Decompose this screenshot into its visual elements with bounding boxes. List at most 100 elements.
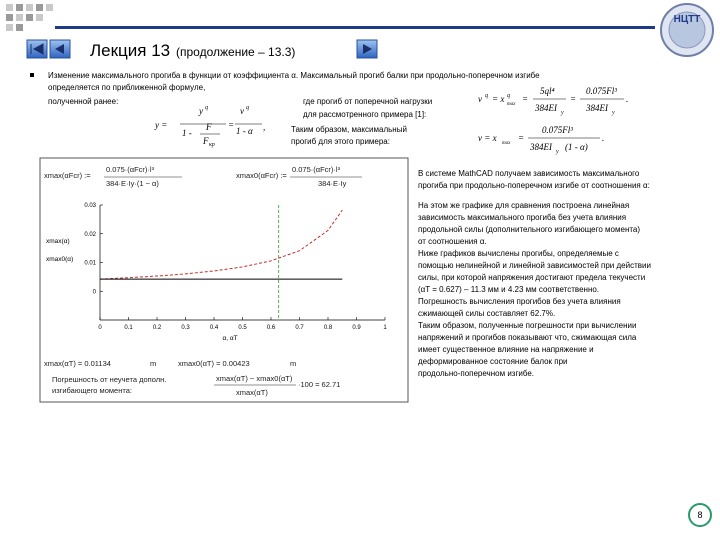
x-tick-label: 0.1	[124, 325, 133, 331]
paragraph-line: продольной силы (дополнительного изгибаю…	[418, 225, 640, 234]
formula-part: F	[202, 136, 209, 146]
y-tick-label: 0.02	[84, 232, 96, 238]
formula-part: 384EI	[534, 103, 558, 113]
formula-part: y	[555, 149, 559, 155]
logo: НЦТТ	[660, 3, 714, 57]
x-axis-label: α, αT	[223, 335, 238, 342]
x-tick-label: 0.3	[181, 325, 190, 331]
formula-part: 0.075Fl³	[586, 86, 617, 96]
formula-part: кр	[209, 142, 215, 148]
page-badge	[688, 503, 712, 527]
legend-label: xmax(α)	[46, 238, 70, 245]
x-tick-label: 0.7	[295, 325, 304, 331]
mathcad-text: m	[290, 359, 296, 368]
mathcad-panel	[39, 157, 409, 403]
x-tick-label: 0	[98, 325, 102, 331]
formula-part: =	[570, 94, 576, 104]
formula-part: (1 - α)	[565, 142, 588, 152]
x-tick-label: 1	[383, 325, 387, 331]
x-tick-label: 0.5	[238, 325, 247, 331]
formula-part: q	[507, 93, 510, 99]
formula-1: y = y q 1 - F F кр = v q 1 - α ,	[154, 105, 265, 148]
legend-label: xmax0(α)	[46, 256, 73, 263]
page-number: 8	[697, 510, 702, 520]
paragraph-line: Ниже графиков вычислены прогибы, определ…	[418, 249, 619, 258]
mathcad-text: 0.075·(αFcr)·l³	[106, 165, 155, 174]
nav-next[interactable]	[356, 39, 378, 59]
mathcad-text: Погрешность от неучета дополн.	[52, 375, 166, 384]
formula-part: .	[602, 133, 604, 143]
formula-part: q	[485, 93, 488, 99]
chart: 0 0.1 0.2 0.3 0.4 0.5 0.6 0.7 0.8 0.9 1 0 0.01 0.02 0.…	[46, 203, 387, 342]
formula-part: .	[626, 94, 628, 104]
formula-part: ,	[263, 122, 265, 132]
formula-part: q	[246, 105, 249, 111]
nav-prev[interactable]	[49, 39, 71, 59]
paragraph-line: прогиба при продольно-поперечном изгибе …	[418, 181, 650, 190]
paragraph-line: Погрешность вычисления прогибов без учет…	[418, 297, 621, 306]
mathcad-text: xmax0(αT) = 0.00423	[178, 359, 250, 368]
formula-part: 5ql⁴	[540, 86, 555, 96]
mathcad-text: xmax(αT)	[236, 388, 268, 397]
formula-2: v q = x q max = 5ql⁴ 384EI y = 0.075Fl³ …	[478, 86, 628, 116]
mathcad-text: 0.075·(αFcr)·l³	[292, 165, 341, 174]
right-text: В системе MathCAD получаем зависимость м…	[418, 169, 651, 378]
nav-first[interactable]	[26, 39, 48, 59]
header-rule	[55, 26, 655, 29]
paragraph-line: В системе MathCAD получаем зависимость м…	[418, 169, 640, 178]
note-line: где прогиб от поперечной нагрузки	[303, 97, 432, 106]
formula-part: =	[228, 120, 234, 130]
formula-part: 0.075Fl³	[542, 125, 573, 135]
formula-3: v = x max = 0.075Fl³ 384EI y (1 - α) .	[478, 125, 604, 155]
note-line: прогиб для этого примера:	[291, 137, 390, 146]
slide-title: Лекция 13	[90, 41, 170, 60]
formula-part: max	[507, 102, 516, 107]
formula-part: =	[522, 94, 528, 104]
formula-part: y =	[154, 120, 167, 130]
paragraph-line: продольно-поперечном изгибе.	[418, 369, 534, 378]
series-line	[99, 209, 343, 280]
formula-part: y	[560, 110, 564, 116]
mathcad-text: изгибающего момента:	[52, 386, 132, 395]
formula-part: q	[205, 105, 208, 111]
intro-line: определяется по приближенной формуле,	[48, 83, 205, 92]
intro-line: Изменение максимального прогиба в функци…	[48, 71, 540, 80]
formula-part: v	[240, 106, 244, 116]
paragraph-line: помощью нелинейной и линейной зависимост…	[418, 261, 651, 270]
paragraph-line: силы, при которой напряжения достигают п…	[418, 273, 645, 282]
formula-part: y	[611, 110, 615, 116]
logo-text: НЦТТ	[674, 14, 701, 25]
mathcad-text: xmax(αT) = 0.01134	[44, 359, 111, 368]
x-tick-label: 0.9	[352, 325, 361, 331]
note-line: для рассмотренного примера [1]:	[303, 110, 426, 119]
mathcad-text: 384·E·Iy	[318, 179, 347, 188]
decor-squares	[6, 4, 53, 31]
paragraph-line: от соотношения α.	[418, 237, 487, 246]
paragraph-line: зависимость максимального прогиба без уч…	[418, 213, 626, 222]
formula-part: 1 -	[182, 128, 192, 138]
y-tick-label: 0	[93, 289, 97, 295]
mathcad-text: m	[150, 359, 156, 368]
y-tick-label: 0.03	[84, 203, 96, 209]
x-tick-label: 0.6	[267, 325, 276, 331]
paragraph-line: напряжений и прогибов показывают что, сж…	[418, 333, 637, 342]
paragraph-line: На этом же графике для сравнения построе…	[418, 201, 629, 210]
formula-part: F	[205, 122, 212, 132]
formula-part: y	[198, 106, 203, 116]
mathcad-text: ·100 = 62.71	[298, 380, 340, 389]
formula-part: max	[502, 141, 511, 146]
mathcad-text: xmax(αT) − xmax0(αT)	[216, 374, 293, 383]
mathcad-text: xmax0(αFcr) :=	[236, 171, 287, 180]
paragraph-line: деформированное состояние балок при	[418, 357, 568, 366]
mathcad-text: 384·E·Iy·(1 − α)	[106, 179, 159, 188]
x-tick-label: 0.8	[324, 325, 333, 331]
x-tick-label: 0.2	[153, 325, 162, 331]
intro-line: полученной ранее:	[48, 97, 118, 106]
paragraph-line: (αT = 0.627) – 11.3 мм и 4.23 мм соответ…	[418, 285, 599, 294]
formula-part: 1 - α	[236, 126, 253, 136]
paragraph-line: Таким образом, полученные погрешности пр…	[418, 321, 636, 330]
formula-part: 384EI	[585, 103, 609, 113]
paragraph-line: имеет существенное влияние на напряжение…	[418, 345, 594, 354]
formula-part: v	[478, 94, 482, 104]
